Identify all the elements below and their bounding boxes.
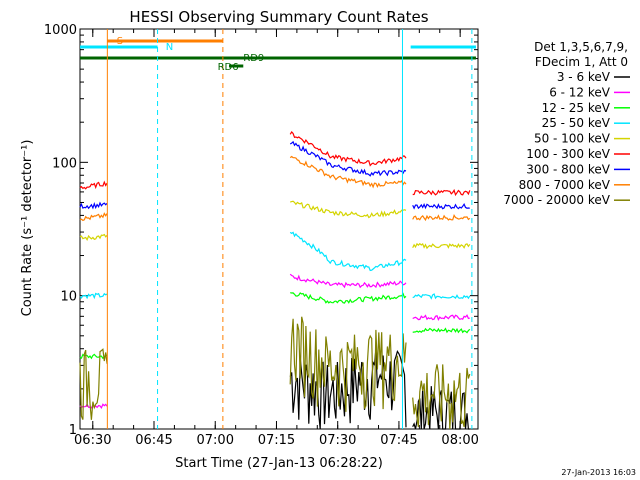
series-line-6	[79, 180, 108, 190]
annotation-s: S	[117, 36, 123, 47]
x-tick-label: 06:30	[74, 433, 111, 448]
series-line-9	[412, 364, 471, 430]
series-line-3	[290, 292, 407, 304]
annotation-rd9: RD9	[243, 53, 264, 64]
series-line-7	[412, 202, 470, 210]
y-tick-label: 100	[52, 156, 77, 171]
series-line-1	[289, 348, 407, 430]
x-tick-label: 08:00	[441, 433, 478, 448]
series-line-1	[412, 386, 470, 430]
plot-frame	[79, 28, 479, 430]
legend-label-2: 6 - 12 keV	[549, 85, 611, 99]
series-line-2	[289, 273, 407, 289]
series-line-9	[289, 316, 407, 412]
series-line-8	[412, 214, 471, 222]
series-line-6	[289, 131, 407, 167]
series-line-4	[289, 231, 407, 272]
series-line-9	[79, 348, 108, 420]
y-axis-label: Count Rate (s⁻¹ detector⁻¹)	[20, 140, 35, 317]
series-line-5	[290, 200, 407, 219]
series-line-5	[412, 242, 471, 250]
series-line-7	[79, 201, 108, 210]
legend-label-9: 7000 - 20000 keV	[503, 193, 610, 207]
legend-label-1: 3 - 6 keV	[557, 70, 611, 84]
chart-title: HESSI Observing Summary Count Rates	[129, 8, 428, 26]
legend-label-5: 50 - 100 keV	[534, 132, 611, 146]
legend-header-line-2: FDecim 1, Att 0	[535, 55, 628, 69]
legend-label-8: 800 - 7000 keV	[519, 178, 611, 192]
legend-header-line-1: Det 1,3,5,6,7,9,	[534, 40, 628, 54]
legend-label-4: 25 - 50 keV	[542, 116, 611, 130]
timestamp: 27-Jan-2013 16:03	[561, 468, 636, 477]
series-line-4	[412, 293, 471, 300]
x-tick-label: 07:30	[319, 433, 356, 448]
legend-label-6: 100 - 300 keV	[526, 147, 610, 161]
annotation-n: N	[166, 42, 173, 53]
y-tick-label: 1	[69, 423, 77, 438]
x-tick-label: 07:15	[258, 433, 295, 448]
series-line-7	[289, 140, 407, 177]
series-line-6	[412, 188, 471, 197]
x-tick-label: 07:45	[380, 433, 417, 448]
series-line-8	[79, 212, 108, 222]
series-line-4	[79, 292, 108, 300]
series-line-3	[412, 327, 471, 334]
y-tick-label: 1000	[44, 23, 77, 38]
legend-label-7: 300 - 800 keV	[526, 162, 610, 176]
annotation-rd6: RD6	[218, 62, 239, 73]
x-tick-label: 07:00	[197, 433, 234, 448]
x-axis-label: Start Time (27-Jan-13 06:28:22)	[175, 456, 383, 471]
series-line-2	[412, 314, 470, 322]
series-line-5	[79, 233, 108, 242]
x-tick-label: 06:45	[135, 433, 172, 448]
legend-label-3: 12 - 25 keV	[542, 101, 611, 115]
y-tick-label: 10	[60, 290, 77, 305]
series-line-8	[289, 155, 407, 189]
